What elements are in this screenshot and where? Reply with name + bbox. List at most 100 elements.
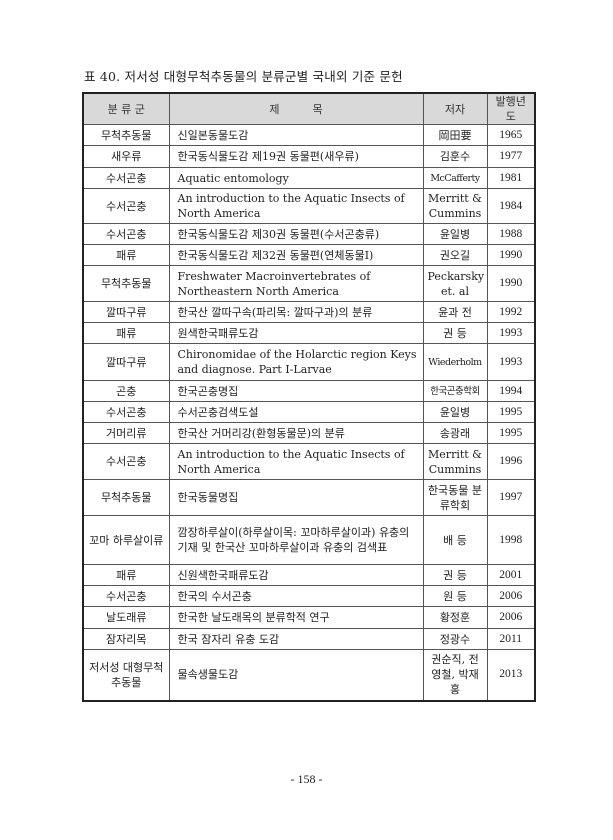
table-row: 패류 원색한국패류도감 권 등 1993	[82, 322, 536, 344]
header-author: 저자	[422, 92, 488, 125]
row-author: McCafferty	[422, 167, 488, 189]
row-year: 1993	[486, 322, 536, 344]
row-year: 1984	[486, 188, 536, 224]
row-year: 1965	[486, 124, 536, 146]
row-author: 김훈수	[422, 145, 488, 168]
row-group: 깔따구류	[82, 301, 170, 323]
row-title: 신일본동물도감	[168, 124, 424, 146]
row-group: 수서곤충	[82, 443, 170, 480]
row-author: 원 등	[422, 585, 488, 607]
row-author: 권 등	[422, 322, 488, 344]
row-author: 윤과 전	[422, 301, 488, 323]
row-year: 2006	[486, 606, 536, 629]
row-group: 날도래류	[82, 606, 170, 629]
row-year: 2001	[486, 564, 536, 586]
table-row: 깔따구류 Chironomidae of the Holarctic region…	[82, 343, 536, 381]
row-title: Chironomidae of the Holarctic region Key…	[168, 343, 424, 381]
row-year: 2006	[486, 585, 536, 607]
row-title: 신원색한국패류도감	[168, 564, 424, 586]
table-row: 수서곤충 An introduction to the Aquatic Insec…	[82, 188, 536, 224]
row-year: 1998	[486, 515, 536, 565]
table-row: 패류 한국동식물도감 제32권 동물편(연체동물Ⅰ) 권오길 1990	[82, 244, 536, 266]
row-year: 2013	[486, 649, 536, 701]
table-row: 거머리류 한국산 거머리강(환형동물문)의 분류 송광래 1995	[82, 422, 536, 444]
row-group: 패류	[82, 244, 170, 266]
row-title: 한국동식물도감 제30권 동물편(수서곤충류)	[168, 223, 424, 245]
row-title: 한국동물명집	[168, 479, 424, 516]
row-group: 수서곤충	[82, 401, 170, 423]
table-row: 꼬마 하루살이류 깜장하루살이(하루살이목: 꼬마하루살이과) 유충의 기재 및 …	[82, 515, 536, 565]
row-year: 1988	[486, 223, 536, 245]
row-author: 윤일병	[422, 223, 488, 245]
row-author: 정광수	[422, 628, 488, 650]
table-row: 잠자리목 한국 잠자리 유충 도감 정광수 2011	[82, 628, 536, 650]
row-title: 한국산 거머리강(환형동물문)의 분류	[168, 422, 424, 444]
row-group: 패류	[82, 564, 170, 586]
row-group: 저서성 대형무척추동물	[82, 649, 170, 701]
row-title: An introduction to the Aquatic Insects o…	[168, 188, 424, 224]
row-author: 권순직, 전영철, 박재홍	[422, 649, 488, 701]
row-group: 새우류	[82, 145, 170, 168]
row-group: 무척추동물	[82, 124, 170, 146]
row-group: 깔따구류	[82, 343, 170, 381]
table-row: 무척추동물 한국동물명집 한국동물 분류학회 1997	[82, 479, 536, 516]
row-year: 1997	[486, 479, 536, 516]
table-row: 패류 신원색한국패류도감 권 등 2001	[82, 564, 536, 586]
row-year: 1990	[486, 265, 536, 302]
row-title: 한국 잠자리 유충 도감	[168, 628, 424, 650]
table-row: 수서곤충 한국동식물도감 제30권 동물편(수서곤충류) 윤일병 1988	[82, 223, 536, 245]
table-row: 수서곤충 Aquatic entomology McCafferty 1981	[82, 167, 536, 189]
row-author: Peckarsky et. al	[422, 265, 488, 302]
row-author: Merritt & Cummins	[422, 443, 488, 480]
row-group: 곤충	[82, 380, 170, 402]
table-header-row: 분 류 군 제 목 저자 발행년도	[82, 92, 536, 125]
table-row: 날도래류 한국한 날도래목의 분류학적 연구 황정훈 2006	[82, 606, 536, 629]
row-author: 황정훈	[422, 606, 488, 629]
row-title: 물속생물도감	[168, 649, 424, 701]
header-title: 제 목	[168, 92, 424, 125]
row-group: 수서곤충	[82, 585, 170, 607]
row-author: Wiederholm	[422, 343, 488, 381]
row-year: 2011	[486, 628, 536, 650]
row-group: 패류	[82, 322, 170, 344]
table-row: 수서곤충 수서곤충검색도설 윤일병 1995	[82, 401, 536, 423]
row-title: 한국한 날도래목의 분류학적 연구	[168, 606, 424, 629]
row-group: 잠자리목	[82, 628, 170, 650]
row-author: 한국동물 분류학회	[422, 479, 488, 516]
row-title: 한국의 수서곤충	[168, 585, 424, 607]
table-row: 무척추동물 신일본동물도감 岡田要 1965	[82, 124, 536, 146]
row-title: 수서곤충검색도설	[168, 401, 424, 423]
row-year: 1996	[486, 443, 536, 480]
row-group: 꼬마 하루살이류	[82, 515, 170, 565]
row-title: Freshwater Macroinvertebrates of Northea…	[168, 265, 424, 302]
row-year: 1994	[486, 380, 536, 402]
row-author: 岡田要	[422, 124, 488, 146]
row-title: 깜장하루살이(하루살이목: 꼬마하루살이과) 유충의 기재 및 한국산 꼬마하루…	[168, 515, 424, 565]
page-number: - 158 -	[290, 772, 323, 786]
row-group: 수서곤충	[82, 188, 170, 224]
table-row: 새우류 한국동식물도감 제19권 동물편(새우류) 김훈수 1977	[82, 145, 536, 168]
row-author: 권오길	[422, 244, 488, 266]
row-group: 무척추동물	[82, 265, 170, 302]
row-author: 배 등	[422, 515, 488, 565]
table-row: 수서곤충 한국의 수서곤충 원 등 2006	[82, 585, 536, 607]
row-year: 1977	[486, 145, 536, 168]
table-row: 수서곤충 An introduction to the Aquatic Insec…	[82, 443, 536, 480]
header-group: 분 류 군	[82, 92, 170, 125]
row-group: 수서곤충	[82, 167, 170, 189]
row-group: 무척추동물	[82, 479, 170, 516]
table-row: 무척추동물 Freshwater Macroinvertebrates of No…	[82, 265, 536, 302]
row-author: 윤일병	[422, 401, 488, 423]
row-title: Aquatic entomology	[168, 167, 424, 189]
table-row: 곤충 한국곤충명집 한국곤충학회 1994	[82, 380, 536, 402]
row-group: 거머리류	[82, 422, 170, 444]
row-author: 권 등	[422, 564, 488, 586]
table-row: 깔따구류 한국산 깔따구속(파리목: 깔따구과)의 분류 윤과 전 1992	[82, 301, 536, 323]
row-author: 송광래	[422, 422, 488, 444]
row-title: 한국동식물도감 제32권 동물편(연체동물Ⅰ)	[168, 244, 424, 266]
reference-table: 분 류 군 제 목 저자 발행년도 무척추동물 신일본동물도감 岡田要 1965 새우류…	[82, 92, 536, 702]
row-year: 1993	[486, 343, 536, 381]
header-year: 발행년도	[486, 92, 536, 125]
row-title: 한국곤충명집	[168, 380, 424, 402]
row-title: 원색한국패류도감	[168, 322, 424, 344]
